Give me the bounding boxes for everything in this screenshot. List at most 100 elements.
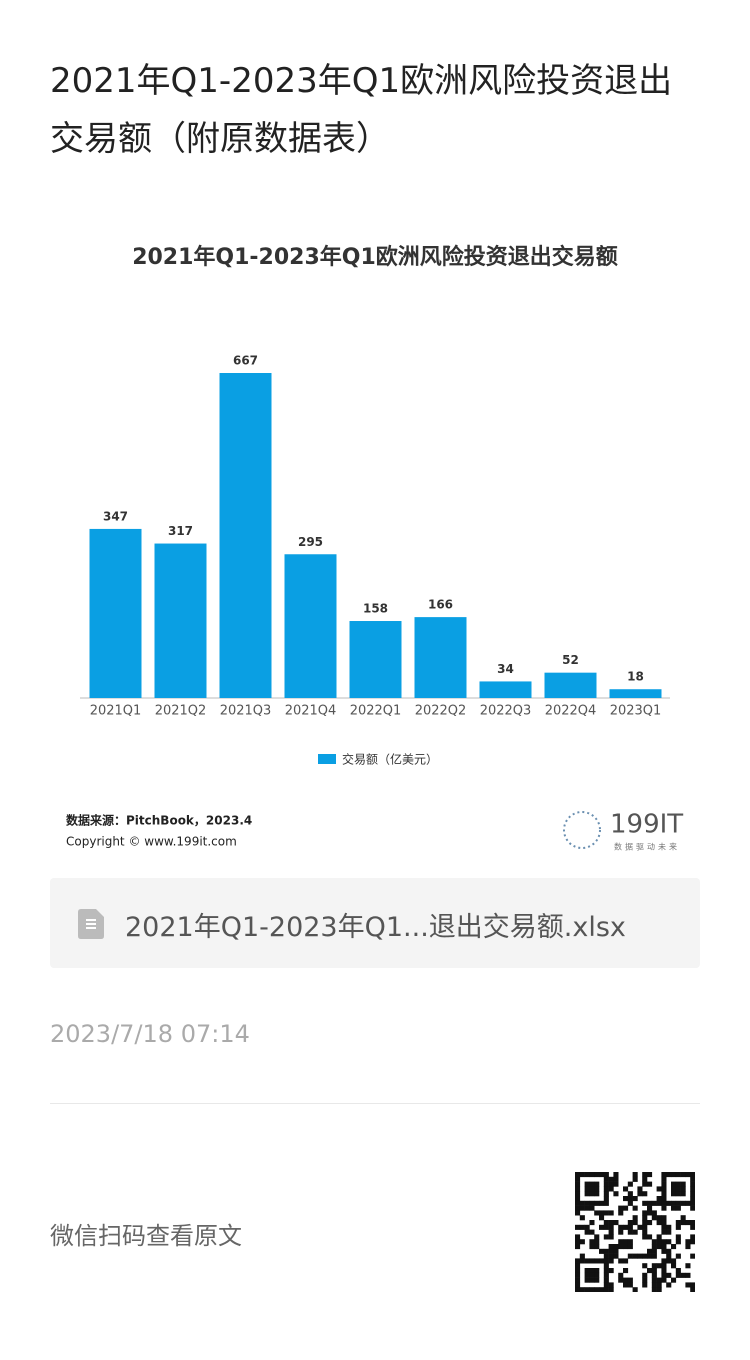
qr-cell xyxy=(613,1172,619,1178)
data-label: 52 xyxy=(562,653,579,667)
qr-cell xyxy=(656,1282,662,1288)
qr-cell xyxy=(608,1176,614,1182)
qr-cell xyxy=(647,1220,653,1226)
qr-cell xyxy=(623,1268,629,1274)
qr-cell xyxy=(589,1172,595,1178)
qr-cell xyxy=(642,1272,648,1278)
qr-cell xyxy=(651,1282,657,1288)
qr-cell xyxy=(618,1229,624,1235)
attachment-name[interactable]: 2021年Q1-2023年Q1...退出交易额.xlsx xyxy=(125,912,626,943)
x-tick-label: 2021Q3 xyxy=(220,704,272,719)
qr-cell xyxy=(589,1239,595,1245)
qr-cell xyxy=(594,1268,600,1274)
qr-cell xyxy=(589,1287,595,1292)
qr-cell xyxy=(575,1282,581,1288)
qr-cell xyxy=(642,1181,648,1187)
qr-cell xyxy=(608,1229,614,1235)
qr-cell xyxy=(594,1244,600,1250)
qr-cell xyxy=(627,1181,633,1187)
qr-cell xyxy=(656,1263,662,1269)
qr-cell xyxy=(608,1210,614,1216)
qr-cell xyxy=(680,1181,686,1187)
qr-cell xyxy=(680,1220,686,1226)
qr-cell xyxy=(579,1224,585,1230)
qr-cell xyxy=(675,1200,681,1206)
x-tick-label: 2022Q3 xyxy=(480,704,532,719)
qr-cell xyxy=(627,1282,633,1288)
qr-cell xyxy=(594,1181,600,1187)
qr-cell xyxy=(690,1224,695,1230)
data-label: 34 xyxy=(497,662,514,676)
qr-cell xyxy=(632,1253,638,1259)
attachment[interactable]: 2021年Q1-2023年Q1...退出交易额.xlsx xyxy=(50,878,700,968)
qr-cell xyxy=(680,1172,686,1178)
qr-code[interactable] xyxy=(575,1172,695,1292)
qr-cell xyxy=(599,1287,605,1292)
qr-cell xyxy=(599,1172,605,1178)
qr-cell xyxy=(671,1200,677,1206)
qr-cell xyxy=(690,1200,695,1206)
qr-cell xyxy=(599,1200,605,1206)
qr-cell xyxy=(575,1210,581,1216)
qr-cell xyxy=(690,1181,695,1187)
qr-cell xyxy=(627,1277,633,1283)
qr-cell xyxy=(690,1196,695,1202)
qr-cell xyxy=(575,1234,581,1240)
qr-cell xyxy=(608,1224,614,1230)
qr-cell xyxy=(642,1215,648,1221)
bar xyxy=(89,528,142,698)
qr-cell xyxy=(603,1258,609,1264)
qr-cell xyxy=(575,1172,581,1178)
qr-cell xyxy=(656,1239,662,1245)
chart: 2021年Q1-2023年Q1欧洲风险投资退出交易额 数据来源：PitchBoo… xyxy=(66,244,683,852)
qr-cell xyxy=(632,1287,638,1292)
qr-cell xyxy=(603,1263,609,1269)
qr-cell xyxy=(575,1258,581,1264)
qr-cell xyxy=(603,1220,609,1226)
qr-cell xyxy=(661,1205,667,1211)
data-label: 667 xyxy=(233,354,258,368)
qr-cell xyxy=(642,1282,648,1288)
qr-cell xyxy=(661,1172,667,1178)
qr-cell xyxy=(680,1186,686,1192)
qr-cell xyxy=(613,1181,619,1187)
qr-cell xyxy=(594,1172,600,1178)
qr-cell xyxy=(627,1224,633,1230)
qr-cell xyxy=(594,1234,600,1240)
qr-cell xyxy=(651,1200,657,1206)
qr-cell xyxy=(666,1200,672,1206)
bar xyxy=(479,681,532,698)
qr-cell xyxy=(642,1191,648,1197)
qr-cell xyxy=(661,1200,667,1206)
qr-cell xyxy=(618,1239,624,1245)
qr-cell xyxy=(589,1181,595,1187)
qr-cell xyxy=(613,1191,619,1197)
qr-cell xyxy=(603,1181,609,1187)
qr-cell xyxy=(656,1200,662,1206)
qr-cell xyxy=(603,1210,609,1216)
qr-cell xyxy=(627,1220,633,1226)
qr-cell xyxy=(584,1229,590,1235)
qr-cell xyxy=(623,1239,629,1245)
qr-cell xyxy=(642,1200,648,1206)
qr-cell xyxy=(579,1172,585,1178)
qr-cell xyxy=(627,1253,633,1259)
qr-cell xyxy=(618,1277,624,1283)
legend-label: 交易额（亿美元） xyxy=(342,752,438,767)
qr-cell xyxy=(651,1244,657,1250)
data-label: 295 xyxy=(298,535,323,549)
qr-cell xyxy=(685,1263,691,1269)
qr-cell xyxy=(613,1253,619,1259)
qr-cell xyxy=(599,1224,605,1230)
bar xyxy=(284,554,337,698)
qr-cell xyxy=(642,1220,648,1226)
qr-cell xyxy=(685,1282,691,1288)
qr-cell xyxy=(584,1205,590,1211)
qr-cell xyxy=(594,1239,600,1245)
qr-cell xyxy=(642,1263,648,1269)
qr-cell xyxy=(690,1282,695,1288)
qr-cell xyxy=(579,1200,585,1206)
qr-cell xyxy=(661,1224,667,1230)
qr-cell xyxy=(608,1234,614,1240)
qr-cell xyxy=(603,1176,609,1182)
